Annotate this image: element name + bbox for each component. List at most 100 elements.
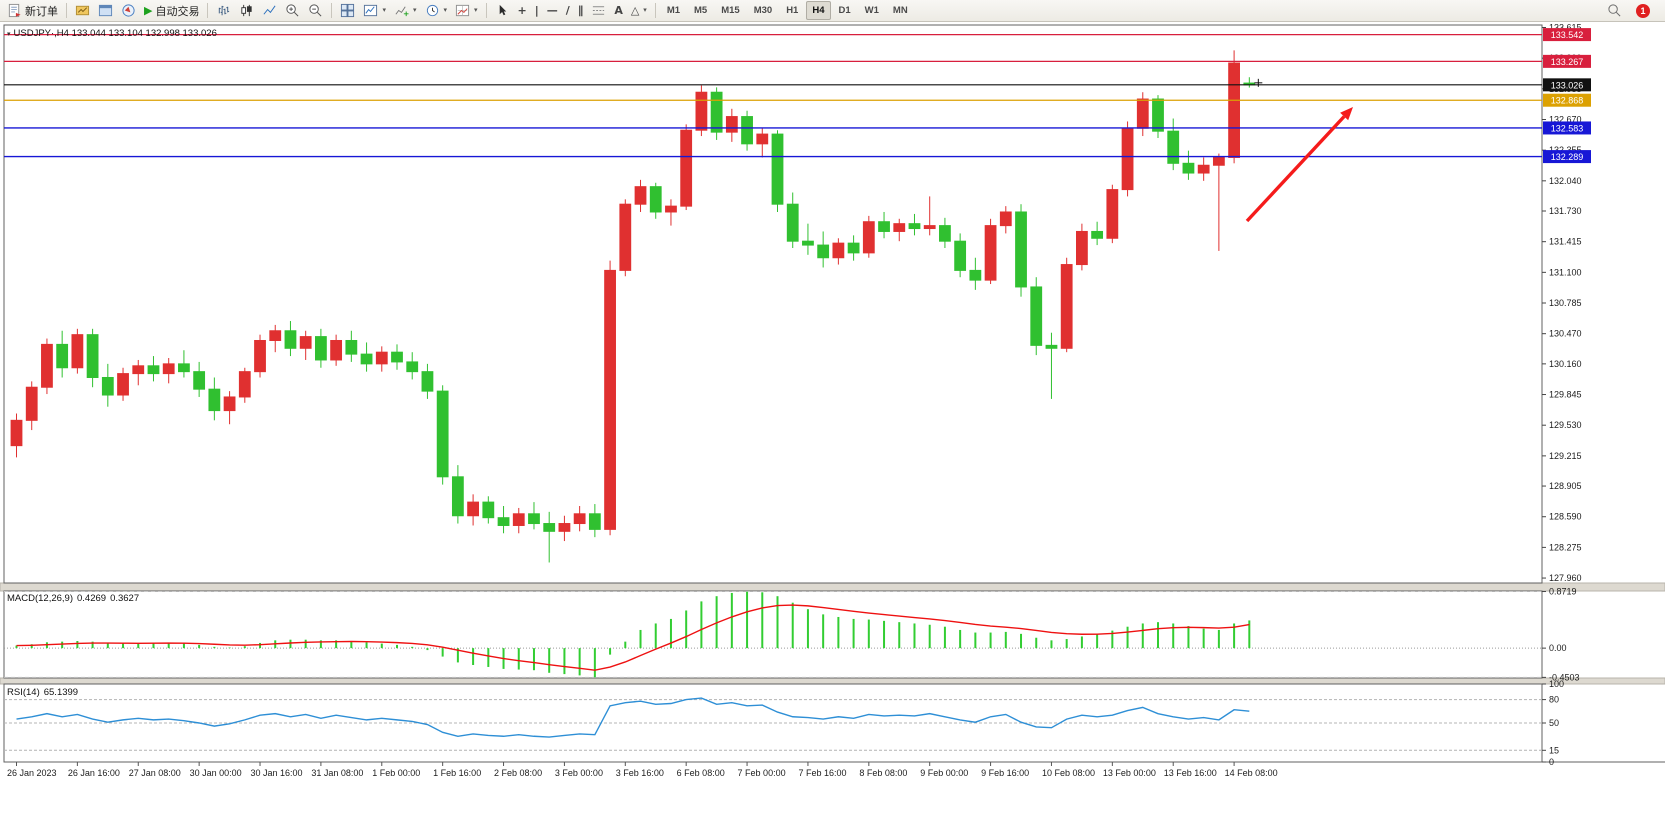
horizontal-line-button[interactable]: — [543,1,562,20]
current-price-badge[interactable] [1543,78,1591,92]
timeframe-m30-button[interactable]: M30 [748,1,778,20]
price-badge[interactable] [1543,93,1591,107]
candle-body [1228,62,1240,158]
auto-trading-play-icon: ▶ [144,4,153,17]
cursor-button[interactable] [491,1,514,20]
candle-body [238,371,251,398]
data-window-button[interactable] [94,1,117,20]
toolbar-separator [654,3,656,18]
timeframe-h4-button[interactable]: H4 [806,1,831,20]
zoom-in-button[interactable] [281,1,304,20]
text-icon: A [614,4,623,17]
time-axis-label: 3 Feb 16:00 [616,768,664,778]
time-axis-label: 1 Feb 00:00 [372,768,420,778]
candle-body [41,343,53,388]
trendline-button[interactable]: / [562,1,574,20]
clock-icon [426,4,438,17]
text-button[interactable]: A [610,1,627,20]
toolbar-separator [207,3,209,18]
candle-body [497,517,510,526]
auto-trading-label: 自动交易 [155,5,200,18]
shapes-button[interactable]: △ ▾ [627,1,651,20]
macd-value-signal: 0.3627 [110,593,140,604]
candle-body [299,336,312,349]
candle-body [999,211,1012,227]
indicators-button[interactable]: ▾ [390,1,421,20]
timeframe-mn-button[interactable]: MN [887,1,914,20]
panel-splitter[interactable] [0,582,1665,592]
candle-body [117,373,129,396]
candle-body [101,376,114,396]
notifications-button[interactable]: 1 [1632,1,1654,20]
zoom-out-button[interactable] [304,1,327,20]
rsi-line [16,697,1250,738]
price-axis-label: 132.670 [1549,114,1582,124]
price-axis-label: 128.905 [1549,481,1582,491]
candle-body [543,523,556,532]
price-axis[interactable]: 133.615133.300132.985132.670132.355132.0… [1542,22,1591,583]
price-axis-label: 131.100 [1549,267,1582,277]
search-button[interactable] [1603,1,1626,20]
rsi-layer: 100 80 50 15 0 [4,679,1564,767]
trend-arrow-object[interactable] [1245,115,1346,223]
panel-splitter[interactable] [0,677,1665,685]
candle-body [1167,130,1180,164]
bar-chart-icon [219,5,230,16]
timeframe-d1-button[interactable]: D1 [833,1,857,20]
new-chart-button[interactable]: ▾ [359,1,390,20]
candle-body [10,419,23,447]
timeframe-m5-button[interactable]: M5 [688,1,713,20]
timeframe-w1-button[interactable]: W1 [859,1,885,20]
macd-axis-label: 0.8719 [1549,587,1577,597]
candlestick-chart-icon [241,4,253,17]
timeframe-m1-button[interactable]: M1 [661,1,686,20]
time-axis-label: 13 Feb 16:00 [1164,768,1217,778]
bar-chart-button[interactable] [212,1,235,20]
candle-body [1152,98,1164,132]
new-order-button[interactable]: 新订单 [3,1,62,20]
toolbar-separator [66,3,67,18]
indicators-icon [395,6,409,17]
time-axis-label: 2 Feb 08:00 [494,768,542,778]
rsi-axis-label: 100 [1549,679,1564,689]
vertical-line-button[interactable]: | [531,1,543,20]
candle-body [451,476,464,517]
candle-body [1045,344,1058,349]
candle-body [786,203,799,242]
price-badge[interactable] [1543,150,1591,164]
fibonacci-button[interactable] [587,1,610,20]
price-badge[interactable] [1543,28,1591,42]
candle-body [939,225,951,242]
price-badge[interactable] [1543,54,1591,68]
candle-body [162,363,175,375]
candle-body [254,339,266,373]
price-badge[interactable] [1543,121,1591,135]
market-watch-button[interactable] [71,1,94,20]
line-chart-button[interactable] [258,1,281,20]
time-axis[interactable]: 26 Jan 2023 26 Jan 16:00 27 Jan 08:00 30 Ja… [7,762,1278,778]
collapse-icon[interactable]: ▾ [7,31,11,38]
periods-button[interactable]: ▾ [421,1,452,20]
candlestick-chart-button[interactable] [235,1,258,20]
auto-trading-button[interactable]: ▶ 自动交易 [140,1,203,20]
templates-icon [455,4,470,17]
channel-button[interactable]: ∥ [574,1,588,20]
time-axis-label: 9 Feb 00:00 [920,768,968,778]
crosshair-button[interactable]: + [514,1,531,20]
price-axis-label: 129.845 [1549,390,1582,400]
time-axis-label: 6 Feb 08:00 [677,768,725,778]
candle-body [695,91,708,131]
tile-windows-button[interactable] [336,1,359,20]
horizontal-line-icon: — [546,4,558,17]
candle-body [71,334,84,369]
navigator-button[interactable] [117,1,140,20]
candle-body [406,361,419,373]
templates-button[interactable]: ▾ [451,1,482,20]
candle-body [908,223,921,230]
candle-body [269,330,282,341]
timeframe-m15-button[interactable]: M15 [715,1,745,20]
candle-body [345,339,358,355]
timeframe-h1-button[interactable]: H1 [780,1,804,20]
price-axis-label: 128.275 [1549,542,1582,552]
